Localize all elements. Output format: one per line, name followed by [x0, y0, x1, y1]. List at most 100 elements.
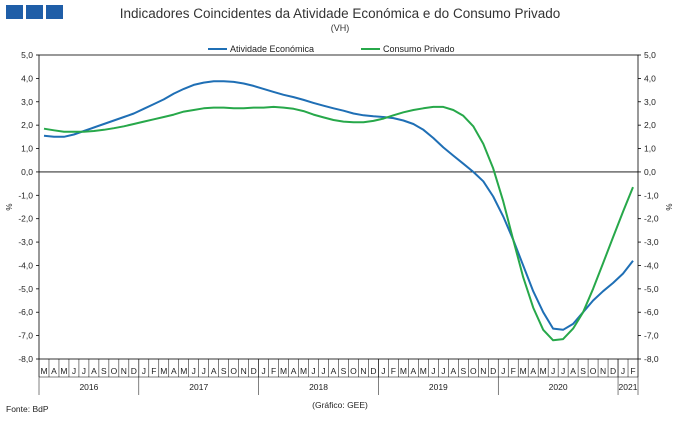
x-month-label: O — [111, 366, 118, 376]
x-month-label: M — [520, 366, 527, 376]
x-year-label: 2020 — [549, 382, 568, 392]
x-month-label: A — [331, 366, 337, 376]
x-month-label: N — [360, 366, 366, 376]
x-month-label: J — [192, 366, 196, 376]
x-month-label: O — [470, 366, 477, 376]
x-month-label: N — [600, 366, 606, 376]
x-year-label: 2021 — [619, 382, 638, 392]
x-month-label: J — [621, 366, 625, 376]
legend-label-atividade: Atividade Económica — [230, 44, 314, 54]
x-month-label: M — [400, 366, 407, 376]
x-month-label: M — [540, 366, 547, 376]
series-line-consumo — [43, 105, 634, 342]
x-month-label: N — [480, 366, 486, 376]
y-tick-label-right: 5,0 — [644, 50, 656, 60]
logo-block-1 — [6, 5, 23, 19]
x-month-label: D — [251, 366, 257, 376]
y-tick-label-left: -5,0 — [18, 284, 33, 294]
legend-label-consumo: Consumo Privado — [383, 44, 455, 54]
logo-block-2 — [26, 5, 43, 19]
x-month-label: F — [151, 366, 156, 376]
y-tick-label-right: 4,0 — [644, 73, 656, 83]
gee-logo — [6, 5, 63, 19]
y-tick-label-left: 5,0 — [21, 50, 33, 60]
series-line-atividade — [43, 80, 634, 331]
plot-frame — [38, 54, 639, 360]
x-month-label: S — [221, 366, 227, 376]
x-month-label: J — [72, 366, 76, 376]
chart-title: Indicadores Coincidentes da Atividade Ec… — [119, 6, 561, 21]
x-month-label: F — [511, 366, 516, 376]
x-month-label: M — [60, 366, 67, 376]
x-month-label: A — [291, 366, 297, 376]
x-month-label: A — [211, 366, 217, 376]
y-tick-label-left: 3,0 — [21, 97, 33, 107]
y-tick-label-left: 4,0 — [21, 73, 33, 83]
x-month-label: M — [160, 366, 167, 376]
x-month-label: J — [551, 366, 555, 376]
y-tick-label-right: -5,0 — [644, 284, 659, 294]
x-month-label: D — [610, 366, 616, 376]
x-month-label: J — [561, 366, 565, 376]
y-tick-label-left: -8,0 — [18, 354, 33, 364]
y-tick-label-right: -4,0 — [644, 260, 659, 270]
x-year-label: 2016 — [79, 382, 98, 392]
x-month-label: M — [180, 366, 187, 376]
x-month-label: M — [40, 366, 47, 376]
y-tick-label-left: -4,0 — [18, 260, 33, 270]
y-tick-label-left: -6,0 — [18, 307, 33, 317]
y-tick-label-left: 1,0 — [21, 144, 33, 154]
x-month-label: D — [370, 366, 376, 376]
x-month-label: S — [580, 366, 586, 376]
x-year-label: 2019 — [429, 382, 448, 392]
y-axis-label-right: % — [665, 203, 674, 210]
x-month-label: A — [51, 366, 57, 376]
x-month-label: M — [300, 366, 307, 376]
x-month-label: J — [262, 366, 266, 376]
x-month-label: F — [630, 366, 635, 376]
y-tick-label-right: -6,0 — [644, 307, 659, 317]
x-month-label: F — [391, 366, 396, 376]
y-tick-label-right: -8,0 — [644, 354, 659, 364]
y-tick-label-right: 1,0 — [644, 144, 656, 154]
x-month-label: J — [311, 366, 315, 376]
x-year-label: 2017 — [189, 382, 208, 392]
y-tick-label-left: -2,0 — [18, 214, 33, 224]
x-month-label: F — [271, 366, 276, 376]
x-month-label: J — [142, 366, 146, 376]
x-month-label: J — [441, 366, 445, 376]
x-year-label: 2018 — [309, 382, 328, 392]
x-month-label: S — [101, 366, 107, 376]
x-month-label: O — [350, 366, 357, 376]
y-tick-label-right: -7,0 — [644, 331, 659, 341]
x-month-label: N — [121, 366, 127, 376]
x-month-label: O — [590, 366, 597, 376]
x-month-label: J — [82, 366, 86, 376]
y-tick-label-left: 0,0 — [21, 167, 33, 177]
x-month-label: M — [420, 366, 427, 376]
x-month-label: J — [202, 366, 206, 376]
y-tick-label-right: 2,0 — [644, 120, 656, 130]
source-note: Fonte: BdP — [6, 404, 49, 414]
x-month-label: O — [230, 366, 237, 376]
y-tick-label-right: -1,0 — [644, 190, 659, 200]
x-month-label: J — [431, 366, 435, 376]
x-month-label: J — [501, 366, 505, 376]
x-month-label: A — [411, 366, 417, 376]
y-tick-label-left: -1,0 — [18, 190, 33, 200]
y-tick-label-right: 0,0 — [644, 167, 656, 177]
logo-block-3 — [46, 5, 63, 19]
x-month-label: J — [381, 366, 385, 376]
y-tick-label-left: -7,0 — [18, 331, 33, 341]
x-month-label: A — [171, 366, 177, 376]
y-tick-label-left: 2,0 — [21, 120, 33, 130]
y-tick-label-right: -3,0 — [644, 237, 659, 247]
x-month-label: D — [131, 366, 137, 376]
y-tick-label-left: -3,0 — [18, 237, 33, 247]
credit-note: (Gráfico: GEE) — [312, 400, 368, 410]
x-month-label: A — [450, 366, 456, 376]
x-month-label: D — [490, 366, 496, 376]
x-month-label: A — [91, 366, 97, 376]
y-tick-label-right: -2,0 — [644, 214, 659, 224]
